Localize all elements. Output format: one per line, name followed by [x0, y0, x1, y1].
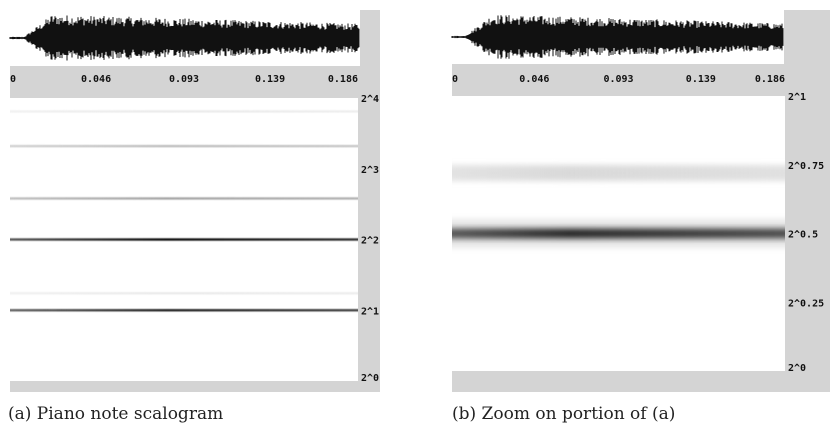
caption-a: (a) Piano note scalogram	[8, 404, 224, 424]
ridge-band	[10, 238, 358, 241]
ridge-band	[10, 292, 358, 295]
y-tick-label: 2^0	[788, 363, 806, 374]
ridge-band	[452, 165, 785, 181]
x-tick-label: 0.046	[519, 74, 549, 85]
scalogram-panel-a: 0 0.046 0.093 0.139 0.186 2^4 2^3 2^2 2^1 2^0	[0, 0, 380, 394]
y-tick-label: 2^3	[361, 165, 379, 176]
ridge-band	[10, 144, 358, 148]
waveform-trace	[9, 15, 360, 61]
ridge-band	[10, 197, 358, 200]
x-tick-label: 0.093	[603, 74, 633, 85]
waveform-trace	[451, 15, 784, 59]
y-tick-label: 2^2	[361, 236, 379, 247]
x-tick-label: 0.186	[755, 74, 785, 85]
x-tick-label: 0.186	[328, 74, 358, 85]
x-tick-label: 0	[10, 74, 16, 85]
ridge-band	[10, 110, 358, 113]
y-tick-label: 2^0	[361, 373, 379, 384]
x-tick-label: 0.046	[81, 74, 111, 85]
scalogram-panel-b: 0 0.046 0.093 0.139 0.186 2^1 2^0.75 2^0.5 2^0.2…	[443, 0, 830, 394]
x-tick-label: 0.093	[169, 74, 199, 85]
y-tick-label: 2^4	[361, 94, 379, 105]
y-tick-label: 2^0.75	[788, 161, 824, 172]
ridge-band	[10, 309, 358, 312]
y-tick-label: 2^0.5	[788, 230, 818, 241]
y-tick-label: 2^0.25	[788, 298, 824, 309]
x-tick-label: 0.139	[255, 74, 285, 85]
x-tick-label: 0	[452, 74, 458, 85]
y-tick-label: 2^1	[788, 92, 806, 103]
x-tick-label: 0.139	[686, 74, 716, 85]
caption-b: (b) Zoom on portion of (a)	[452, 404, 676, 424]
ridge-halo	[452, 219, 785, 248]
y-tick-label: 2^1	[361, 306, 379, 317]
